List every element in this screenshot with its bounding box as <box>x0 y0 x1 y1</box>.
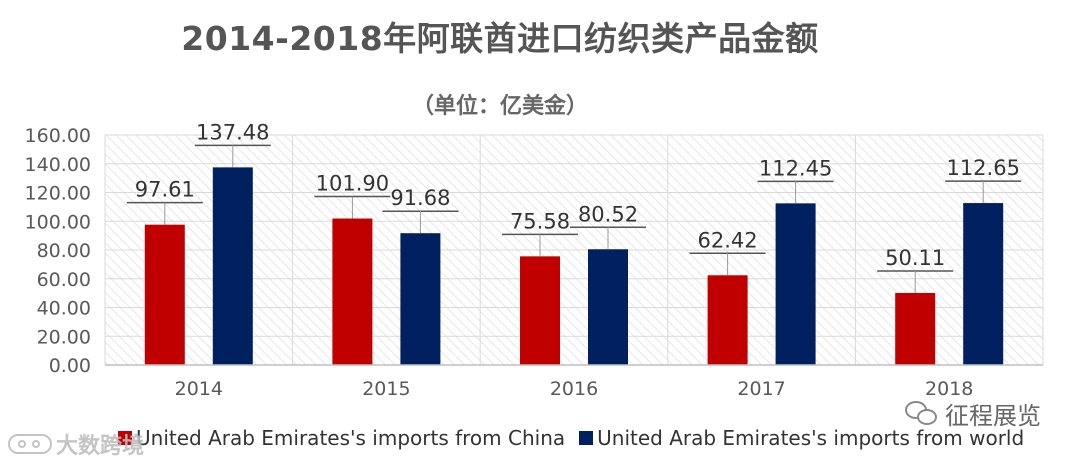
bar-china-2016 <box>520 256 560 365</box>
x-tick-label: 2015 <box>362 378 410 400</box>
watermark-right: 征程展览 <box>905 396 1041 431</box>
y-tick-label: 100.00 <box>25 211 91 233</box>
watermark-left: 大数跨境 <box>8 428 144 460</box>
data-label: 97.61 <box>135 178 195 202</box>
watermark-left-text: 大数跨境 <box>56 434 145 459</box>
y-tick-label: 80.00 <box>37 240 91 262</box>
legend-label-world: United Arab Emirates's imports from worl… <box>597 426 1025 450</box>
bar-china-2015 <box>332 218 373 365</box>
bar-china-2017 <box>707 275 748 365</box>
data-label: 101.90 <box>316 172 389 196</box>
bar-world-2018 <box>963 203 1004 365</box>
legend-item-world: United Arab Emirates's imports from worl… <box>579 426 1024 450</box>
wechat-icon <box>905 400 939 427</box>
y-tick-label: 120.00 <box>25 183 91 205</box>
bar-world-2017 <box>775 203 816 365</box>
x-tick-label: 2014 <box>175 378 223 400</box>
x-tick-label: 2016 <box>550 378 598 400</box>
bar-world-2016 <box>588 249 628 365</box>
data-label: 62.42 <box>698 228 758 252</box>
data-label: 112.65 <box>946 156 1019 180</box>
y-tick-label: 140.00 <box>25 154 91 176</box>
data-label: 50.11 <box>885 246 945 270</box>
y-tick-label: 40.00 <box>37 298 91 320</box>
data-label: 80.52 <box>578 202 638 226</box>
data-label: 112.45 <box>759 156 832 180</box>
x-tick-label: 2018 <box>925 378 973 400</box>
y-tick-label: 60.00 <box>37 269 91 291</box>
legend-item-china: United Arab Emirates's imports from Chin… <box>118 426 565 450</box>
watermark-right-text: 征程展览 <box>945 402 1041 430</box>
data-label: 137.48 <box>196 120 269 144</box>
legend-label-china: United Arab Emirates's imports from Chin… <box>136 426 566 450</box>
data-label: 75.58 <box>510 209 570 233</box>
x-tick-label: 2017 <box>737 378 785 400</box>
legend: United Arab Emirates's imports from Chin… <box>118 426 1038 450</box>
legend-swatch-world <box>579 431 594 445</box>
data-label: 91.68 <box>390 186 450 210</box>
legend-swatch-china <box>118 431 132 445</box>
bar-china-2018 <box>895 292 936 365</box>
y-tick-label: 0.00 <box>49 355 91 377</box>
bar-world-2014 <box>212 167 253 365</box>
bar-world-2015 <box>400 233 441 365</box>
y-tick-label: 20.00 <box>37 326 91 348</box>
brand-logo-icon <box>8 434 52 454</box>
chart-title: 2014-2018年阿联酋进口纺织类产品金额 <box>181 19 819 58</box>
y-tick-label: 160.00 <box>25 125 91 147</box>
bar-china-2014 <box>144 224 185 365</box>
chart-subtitle: （单位：亿美金） <box>411 94 588 119</box>
